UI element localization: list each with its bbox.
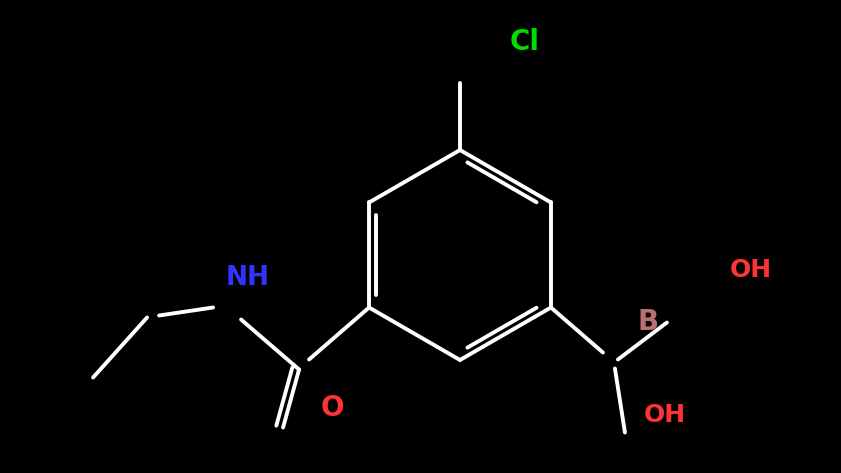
Text: NH: NH bbox=[226, 265, 270, 291]
Text: OH: OH bbox=[730, 258, 772, 282]
Text: B: B bbox=[637, 308, 659, 336]
Text: OH: OH bbox=[644, 403, 686, 427]
Text: Cl: Cl bbox=[510, 28, 540, 56]
Text: O: O bbox=[320, 394, 344, 422]
